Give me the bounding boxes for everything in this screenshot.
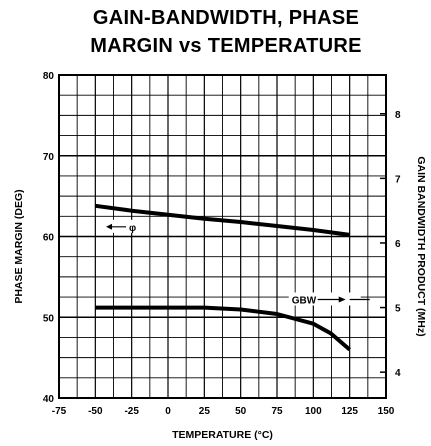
grid-lines: [58, 74, 387, 399]
y-right-tick-label: 8: [395, 110, 401, 121]
x-tick-label: -25: [124, 406, 139, 417]
series-line-phase-margin: [95, 203, 350, 237]
x-tick-label: 50: [235, 406, 247, 417]
x-axis-label: TEMPERATURE (°C): [172, 429, 273, 441]
y-right-tick-label: 5: [395, 304, 401, 315]
x-tick-label: 125: [341, 406, 358, 417]
y-axis-label-left: PHASE MARGIN (DEG): [13, 189, 25, 303]
annotation-label-phi: φ: [129, 223, 136, 234]
tick-labels: -75 -50 -25 0 25 50 75 100 125 150 40 50 60 70 80 4 5 6 7 8: [43, 71, 401, 417]
y-right-tick-label: 7: [395, 174, 401, 185]
annotation-arrow-head: [338, 296, 346, 303]
y-left-tick-label: 80: [43, 71, 55, 82]
x-tick-label: 0: [165, 406, 171, 417]
x-tick-label: -75: [52, 406, 67, 417]
y-left-tick-label: 60: [43, 233, 55, 244]
annotation-arrow-head: [106, 223, 113, 230]
x-tick-label: -50: [88, 406, 103, 417]
series-line-gbw: [95, 305, 352, 352]
y-right-tick-label: 4: [395, 368, 401, 379]
y-left-tick-label: 70: [43, 152, 55, 163]
y-axis-label-right: GAIN BANDWIDTH PRODUCT (MHz): [415, 156, 427, 336]
annotation-label-gbw: GBW: [292, 295, 317, 306]
x-tick-label: 150: [378, 406, 395, 417]
chart-marks: φ GBW: [95, 203, 370, 352]
x-tick-label: 75: [271, 406, 283, 417]
y-right-tick-label: 6: [395, 239, 401, 250]
y-left-tick-label: 50: [43, 313, 55, 324]
chart-title-line-2: MARGIN vs TEMPERATURE: [90, 35, 362, 57]
y-left-tick-label: 40: [43, 394, 55, 405]
chart-title-line-1: GAIN-BANDWIDTH, PHASE: [92, 7, 360, 29]
x-tick-label: 100: [305, 406, 322, 417]
x-tick-label: 25: [199, 406, 211, 417]
